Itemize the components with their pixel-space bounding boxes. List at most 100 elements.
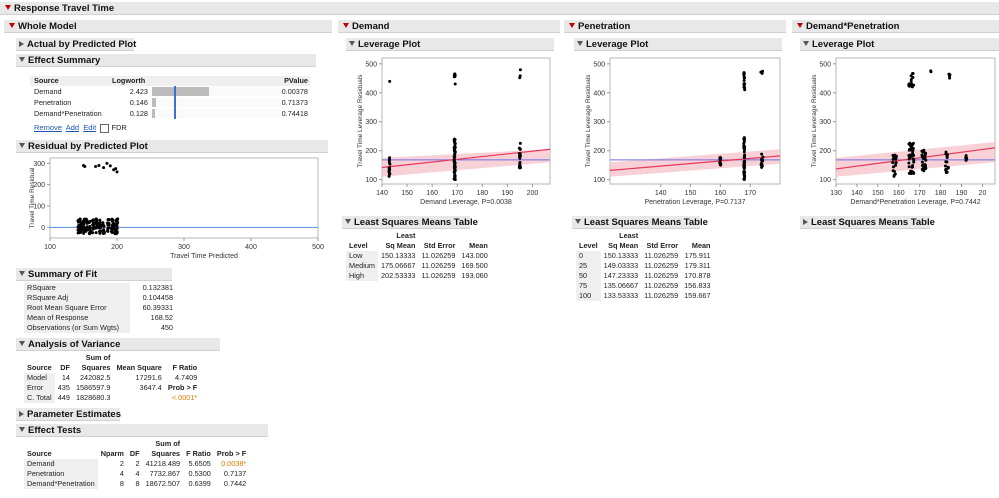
data-point — [87, 220, 91, 224]
data-point — [115, 221, 119, 225]
collapse-icon[interactable] — [575, 219, 581, 225]
tick-label: 180 — [476, 190, 488, 197]
data-point — [453, 178, 457, 182]
effect-tests-header[interactable]: Effect Tests — [16, 424, 268, 437]
tick-label: 20 — [979, 190, 987, 197]
data-point — [911, 165, 915, 169]
report-title-bar[interactable]: Response Travel Time — [0, 2, 999, 15]
table-cell: 175.911 — [684, 251, 711, 260]
data-point — [743, 177, 747, 181]
expand-icon[interactable] — [19, 40, 24, 47]
effect-summary-row[interactable]: Demand 2.423 0.00378 — [30, 86, 310, 97]
data-point — [102, 166, 106, 170]
data-point — [115, 218, 119, 222]
collapse-icon[interactable] — [345, 219, 351, 225]
data-point — [742, 72, 746, 76]
whole-model-header[interactable]: Whole Model — [4, 20, 332, 33]
red-triangle-menu-icon[interactable] — [569, 23, 575, 29]
actual-by-predicted-header[interactable]: Actual by Predicted Plot — [16, 38, 136, 51]
table-header: Source — [27, 363, 52, 372]
effect-summary-row[interactable]: Demand*Penetration 0.128 0.74418 — [30, 108, 310, 119]
table-cell: 150.13333 — [380, 251, 416, 260]
col-source: Source — [34, 76, 59, 85]
table-cell: 449 — [57, 393, 70, 402]
demand-lsm-header[interactable]: Least Squares Means Table — [342, 216, 478, 229]
collapse-icon[interactable] — [19, 341, 25, 347]
penetration-header[interactable]: Penetration — [564, 20, 786, 33]
data-point — [453, 162, 457, 166]
table-cell: 11.026259 — [421, 261, 456, 270]
table-cell: 2 — [135, 459, 140, 468]
data-point — [101, 222, 105, 226]
data-point — [81, 226, 85, 230]
demand-header[interactable]: Demand — [338, 20, 560, 33]
data-point — [907, 148, 911, 152]
data-point — [948, 74, 952, 78]
residual-plot-header[interactable]: Residual by Predicted Plot — [16, 140, 328, 153]
table-cell: 179.311 — [684, 261, 711, 270]
table-cell: Medium — [346, 261, 378, 271]
data-point — [94, 165, 98, 169]
data-point — [742, 141, 746, 145]
tick-label: 400 — [819, 90, 831, 97]
data-point — [94, 217, 98, 221]
collapse-icon[interactable] — [803, 41, 809, 47]
collapse-icon[interactable] — [19, 57, 25, 63]
anova-header[interactable]: Analysis of Variance — [16, 338, 220, 351]
source-cell: Penetration — [34, 98, 72, 107]
table-header: Std Error — [646, 241, 679, 250]
collapse-icon[interactable] — [349, 41, 355, 47]
tick-label: 400 — [593, 90, 605, 97]
demand-penetration-lsm-header[interactable]: Least Squares Means Table — [800, 216, 935, 229]
summary-of-fit-header[interactable]: Summary of Fit — [16, 268, 172, 281]
table-row: Root Mean Square Error 60.39331 — [24, 303, 176, 313]
effect-summary-row[interactable]: Penetration 0.146 0.71373 — [30, 97, 310, 108]
add-link[interactable]: Add — [65, 123, 80, 132]
table-cell: 11.026259 — [644, 271, 679, 280]
effect-summary-table: Source Logworth PValue Demand 2.423 0.0037… — [30, 76, 310, 119]
table-row: Low 150.13333 11.026259 143.000 — [346, 251, 491, 261]
table-header: F Ratio — [186, 449, 211, 458]
data-point — [517, 146, 521, 150]
demand-penetration-lsm-label: Least Squares Means Table — [811, 217, 935, 228]
penetration-lsm-header[interactable]: Least Squares Means Table — [572, 216, 708, 229]
data-point — [453, 169, 457, 173]
table-cell: 202.53333 — [380, 271, 416, 280]
demand-leverage-header[interactable]: Leverage Plot — [346, 38, 554, 51]
edit-link[interactable]: Edit — [83, 123, 97, 132]
tick-label: 300 — [178, 244, 190, 251]
fdr-checkbox[interactable] — [100, 123, 110, 133]
logworth-cell: 0.146 — [129, 98, 148, 107]
data-point — [921, 150, 925, 154]
collapse-icon[interactable] — [577, 41, 583, 47]
table-row: Medium 175.06667 11.026259 169.500 — [346, 261, 491, 271]
red-triangle-menu-icon[interactable] — [343, 23, 349, 29]
demand-penetration-header[interactable]: Demand*Penetration — [792, 20, 999, 33]
collapse-icon[interactable] — [19, 271, 25, 277]
expand-icon[interactable] — [19, 410, 24, 417]
table-cell: 193.060 — [461, 271, 488, 280]
remove-link[interactable]: Remove — [34, 123, 62, 132]
penetration-leverage-header[interactable]: Leverage Plot — [574, 38, 782, 51]
red-triangle-menu-icon[interactable] — [5, 5, 11, 11]
fit-line — [381, 148, 551, 169]
effect-tests-label: Effect Tests — [28, 425, 82, 436]
collapse-icon[interactable] — [19, 427, 25, 433]
data-point — [929, 70, 933, 74]
data-point — [742, 85, 746, 89]
demand-penetration-leverage-header[interactable]: Leverage Plot — [800, 38, 999, 51]
parameter-estimates-header[interactable]: Parameter Estimates — [16, 408, 121, 421]
red-triangle-menu-icon[interactable] — [797, 23, 803, 29]
col-logworth: Logworth — [112, 76, 146, 85]
table-header — [24, 439, 98, 449]
red-triangle-menu-icon[interactable] — [9, 23, 15, 29]
expand-icon[interactable] — [803, 218, 808, 225]
table-row: Mean of Response 168.52 — [24, 313, 176, 323]
effect-summary-header[interactable]: Effect Summary — [16, 54, 316, 67]
data-point — [924, 151, 928, 155]
residual-plot-label: Residual by Predicted Plot — [28, 141, 148, 152]
table-row: High 202.53333 11.026259 193.060 — [346, 271, 491, 281]
table-row: 25 149.03333 11.026259 179.311 — [576, 261, 714, 271]
collapse-icon[interactable] — [19, 143, 25, 149]
penetration-leverage-label: Leverage Plot — [586, 39, 649, 50]
